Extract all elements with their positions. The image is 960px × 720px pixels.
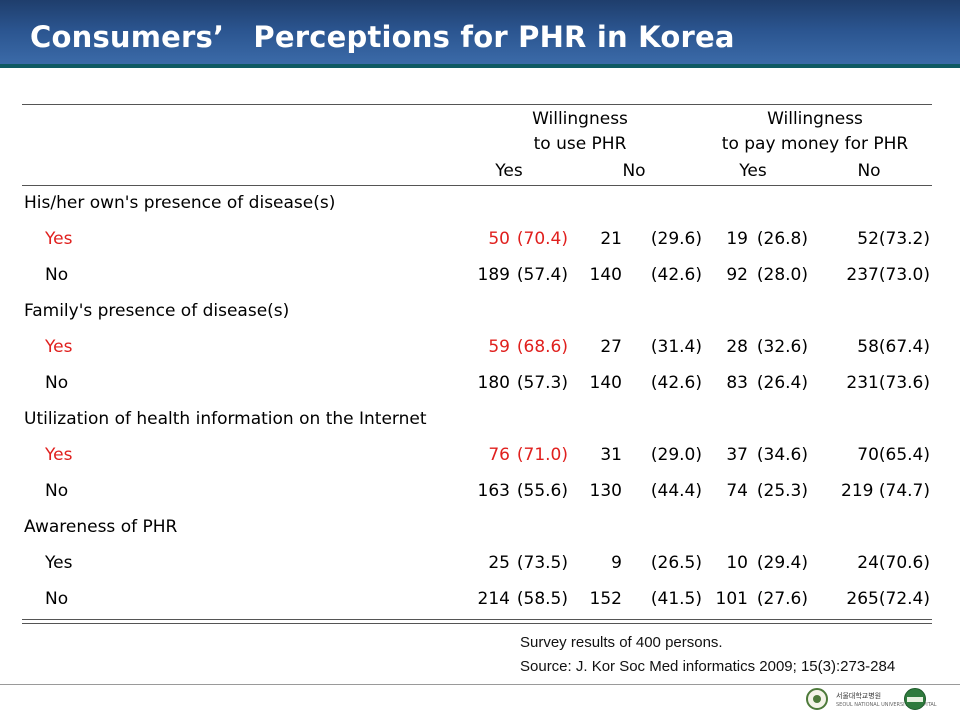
table-bottom-rule-double [22, 623, 932, 624]
pay-yes-count: 83 [726, 373, 748, 393]
header-pay-line2: to pay money for PHR [721, 134, 909, 154]
hospital-english-name: SEOUL NATIONAL UNIVERSITY HOSPITAL [836, 702, 937, 708]
use-yes-percent: (57.4) [516, 265, 568, 285]
use-yes-count: 163 [477, 481, 510, 501]
pay-no-value: 70(65.4) [857, 445, 930, 465]
use-no-percent: (29.6) [650, 229, 702, 249]
row-label: Yes [45, 553, 73, 573]
use-yes-count: 189 [477, 265, 510, 285]
footer-divider [0, 684, 960, 685]
pay-no-value: 237(73.0) [846, 265, 930, 285]
survey-note: Survey results of 400 persons. [520, 634, 723, 651]
pay-no-value: 24(70.6) [857, 553, 930, 573]
header-use-line2: to use PHR [533, 134, 627, 154]
use-no-count: 21 [600, 229, 622, 249]
use-no-count: 140 [589, 265, 622, 285]
use-no-percent: (42.6) [650, 265, 702, 285]
pay-yes-percent: (26.4) [756, 373, 808, 393]
pay-yes-percent: (34.6) [756, 445, 808, 465]
title-bar [0, 0, 960, 68]
source-note: Source: J. Kor Soc Med informatics 2009;… [520, 658, 896, 675]
header-pay-line1: Willingness [767, 109, 863, 129]
use-no-count: 130 [589, 481, 622, 501]
hospital-seal-icon [806, 688, 828, 710]
pay-yes-count: 28 [726, 337, 748, 357]
use-no-count: 9 [611, 553, 622, 573]
pay-yes-percent: (29.4) [756, 553, 808, 573]
use-yes-percent: (58.5) [516, 589, 568, 609]
section-label: Utilization of health information on the… [24, 409, 427, 429]
pay-yes-count: 37 [726, 445, 748, 465]
pay-yes-percent: (27.6) [756, 589, 808, 609]
section-label: Awareness of PHR [24, 517, 178, 537]
header-pay-no: No [857, 161, 881, 181]
pay-yes-count: 74 [726, 481, 748, 501]
pay-yes-percent: (25.3) [756, 481, 808, 501]
section-label: His/her own's presence of disease(s) [24, 193, 336, 213]
pay-yes-percent: (26.8) [756, 229, 808, 249]
title-bar-underline [0, 64, 960, 68]
use-yes-count: 76 [488, 445, 510, 465]
use-yes-count: 59 [488, 337, 510, 357]
use-yes-count: 25 [488, 553, 510, 573]
slide-title: Consumers’ Perceptions for PHR in Korea [30, 20, 735, 54]
pay-no-value: 231(73.6) [846, 373, 930, 393]
table-top-rule [22, 104, 932, 105]
hospital-name: 서울대학교병원 [836, 692, 882, 700]
row-label: No [45, 481, 69, 501]
pay-yes-count: 10 [726, 553, 748, 573]
use-yes-count: 180 [477, 373, 510, 393]
use-no-count: 31 [600, 445, 622, 465]
pay-no-value: 265(72.4) [846, 589, 930, 609]
use-yes-count: 214 [477, 589, 510, 609]
use-no-count: 27 [600, 337, 622, 357]
use-no-count: 140 [589, 373, 622, 393]
use-no-percent: (42.6) [650, 373, 702, 393]
header-use-no: No [622, 161, 646, 181]
pay-yes-percent: (28.0) [756, 265, 808, 285]
pay-yes-count: 92 [726, 265, 748, 285]
use-yes-percent: (73.5) [516, 553, 568, 573]
use-yes-count: 50 [488, 229, 510, 249]
table-bottom-rule [22, 619, 932, 620]
pay-no-value: 58(67.4) [857, 337, 930, 357]
header-pay-yes: Yes [739, 161, 767, 181]
header-use-line1: Willingness [532, 109, 628, 129]
use-yes-percent: (55.6) [516, 481, 568, 501]
row-label: No [45, 265, 69, 285]
row-label: No [45, 589, 69, 609]
header-use-yes: Yes [495, 161, 523, 181]
pay-yes-percent: (32.6) [756, 337, 808, 357]
use-no-percent: (41.5) [650, 589, 702, 609]
use-no-percent: (44.4) [650, 481, 702, 501]
pay-no-value: 219 (74.7) [841, 481, 930, 501]
use-yes-percent: (68.6) [516, 337, 568, 357]
row-label: Yes [45, 445, 73, 465]
use-no-percent: (29.0) [650, 445, 702, 465]
use-no-count: 152 [589, 589, 622, 609]
row-label: Yes [45, 337, 73, 357]
row-label: Yes [45, 229, 73, 249]
pay-yes-count: 101 [715, 589, 748, 609]
section-label: Family's presence of disease(s) [24, 301, 290, 321]
university-emblem-icon [904, 688, 926, 710]
pay-no-value: 52(73.2) [857, 229, 930, 249]
use-no-percent: (26.5) [650, 553, 702, 573]
use-no-percent: (31.4) [650, 337, 702, 357]
pay-yes-count: 19 [726, 229, 748, 249]
use-yes-percent: (70.4) [516, 229, 568, 249]
table-header-rule [22, 185, 932, 186]
row-label: No [45, 373, 69, 393]
use-yes-percent: (71.0) [516, 445, 568, 465]
use-yes-percent: (57.3) [516, 373, 568, 393]
